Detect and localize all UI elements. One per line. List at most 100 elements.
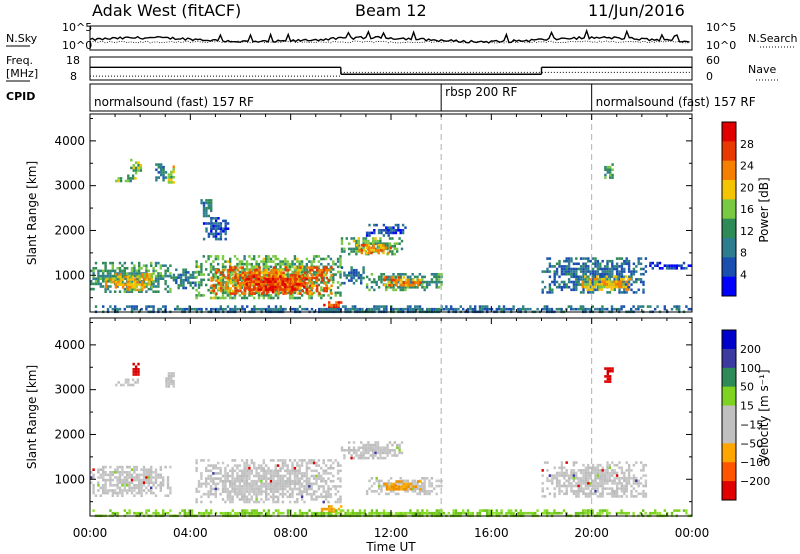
heatmap-cell — [269, 474, 273, 478]
heatmap-cell — [339, 500, 342, 504]
heatmap-cell — [393, 245, 396, 248]
heatmap-cell — [613, 495, 616, 498]
heatmap-cell — [241, 492, 244, 496]
heatmap-cell — [90, 481, 93, 484]
heatmap-cell — [320, 296, 323, 300]
heatmap-cell — [625, 476, 628, 480]
heatmap-cell — [147, 478, 150, 482]
heatmap-cell — [409, 286, 412, 289]
heatmap-cell — [209, 487, 213, 491]
heatmap-cell — [572, 270, 576, 273]
heatmap-cell — [318, 268, 321, 272]
heatmap-cell — [329, 487, 333, 491]
heatmap-cell — [562, 509, 566, 512]
heatmap-cell — [138, 275, 142, 279]
heatmap-cell — [339, 265, 342, 269]
heatmap-cell — [272, 495, 275, 499]
heatmap-cell — [570, 482, 573, 485]
heatmap-cell — [372, 249, 376, 252]
heatmap-cell — [202, 214, 206, 218]
heatmap-cell — [322, 500, 325, 504]
heatmap-cell — [362, 239, 365, 243]
heatmap-cell — [248, 289, 252, 293]
heatmap-cell — [490, 511, 494, 515]
heatmap-cell — [430, 273, 434, 276]
heatmap-cell — [305, 257, 309, 261]
heatmap-cell — [250, 485, 253, 488]
heatmap-cell — [283, 285, 287, 289]
heatmap-cell — [248, 477, 251, 480]
heatmap-cell — [385, 485, 389, 488]
heatmap-cell — [212, 222, 215, 225]
heatmap-cell — [233, 477, 237, 480]
heatmap-cell — [260, 498, 263, 501]
heatmap-cell — [236, 276, 240, 280]
heatmap-cell — [639, 476, 643, 480]
heatmap-cell — [606, 466, 609, 470]
heatmap-cell — [637, 482, 640, 485]
heatmap-cell — [112, 278, 115, 281]
heatmap-cell — [245, 464, 249, 467]
heatmap-cell — [241, 477, 244, 480]
heatmap-cell — [155, 176, 158, 179]
heatmap-cell — [600, 277, 604, 281]
heatmap-cell — [260, 492, 263, 496]
heatmap-cell — [303, 291, 306, 295]
heatmap-cell — [109, 473, 112, 477]
heatmap-cell — [205, 485, 208, 488]
heatmap-cell — [409, 275, 412, 279]
heatmap-cell — [170, 372, 173, 375]
heatmap-cell — [409, 278, 412, 281]
heatmap-cell — [529, 307, 532, 311]
heatmap-cell — [308, 281, 311, 284]
heatmap-cell — [207, 255, 210, 258]
heatmap-cell — [127, 378, 130, 382]
heatmap-cell — [340, 266, 344, 269]
heatmap-cell — [601, 267, 604, 271]
heatmap-cell — [613, 469, 616, 472]
heatmap-cell — [184, 273, 188, 277]
heatmap-cell — [244, 292, 247, 295]
heatmap-cell — [253, 500, 256, 504]
heatmap-cell — [200, 265, 203, 269]
heatmap-cell — [317, 477, 321, 480]
heatmap-cell — [267, 498, 270, 501]
heatmap-cell — [233, 464, 237, 467]
heatmap-cell — [296, 271, 300, 275]
heatmap-cell — [534, 511, 537, 515]
heatmap-cell — [416, 305, 419, 308]
heatmap-cell — [555, 511, 558, 515]
heatmap-cell — [310, 296, 313, 300]
heatmap-cell — [398, 443, 401, 447]
heatmap-cell — [305, 268, 309, 271]
heatmap-cell — [272, 487, 275, 491]
heatmap-cell — [167, 178, 171, 182]
heatmap-cell — [253, 464, 256, 467]
heatmap-cell — [298, 479, 301, 483]
heatmap-cell — [588, 280, 592, 284]
heatmap-cell — [380, 511, 383, 515]
heatmap-cell — [368, 234, 371, 237]
heatmap-cell — [596, 466, 600, 470]
heatmap-cell — [257, 277, 260, 281]
heatmap-cell — [214, 235, 218, 238]
heatmap-cell — [404, 226, 407, 229]
heatmap-cell — [404, 288, 407, 292]
heatmap-cell — [591, 487, 595, 490]
heatmap-cell — [374, 443, 377, 447]
heatmap-cell — [195, 500, 198, 504]
heatmap-cell — [294, 511, 297, 515]
heatmap-cell — [613, 492, 616, 496]
heatmap-cell — [454, 509, 458, 512]
heatmap-cell — [565, 257, 568, 260]
heatmap-cell — [368, 487, 371, 490]
heatmap-cell — [558, 511, 561, 515]
heatmap-cell — [368, 231, 371, 235]
heatmap-cell — [406, 275, 410, 279]
heatmap-cell — [336, 281, 340, 284]
heatmap-cell — [637, 262, 640, 266]
heatmap-cell — [229, 500, 232, 504]
heatmap-cell — [543, 285, 547, 289]
heatmap-cell — [572, 267, 576, 271]
heatmap-cell — [111, 264, 114, 267]
